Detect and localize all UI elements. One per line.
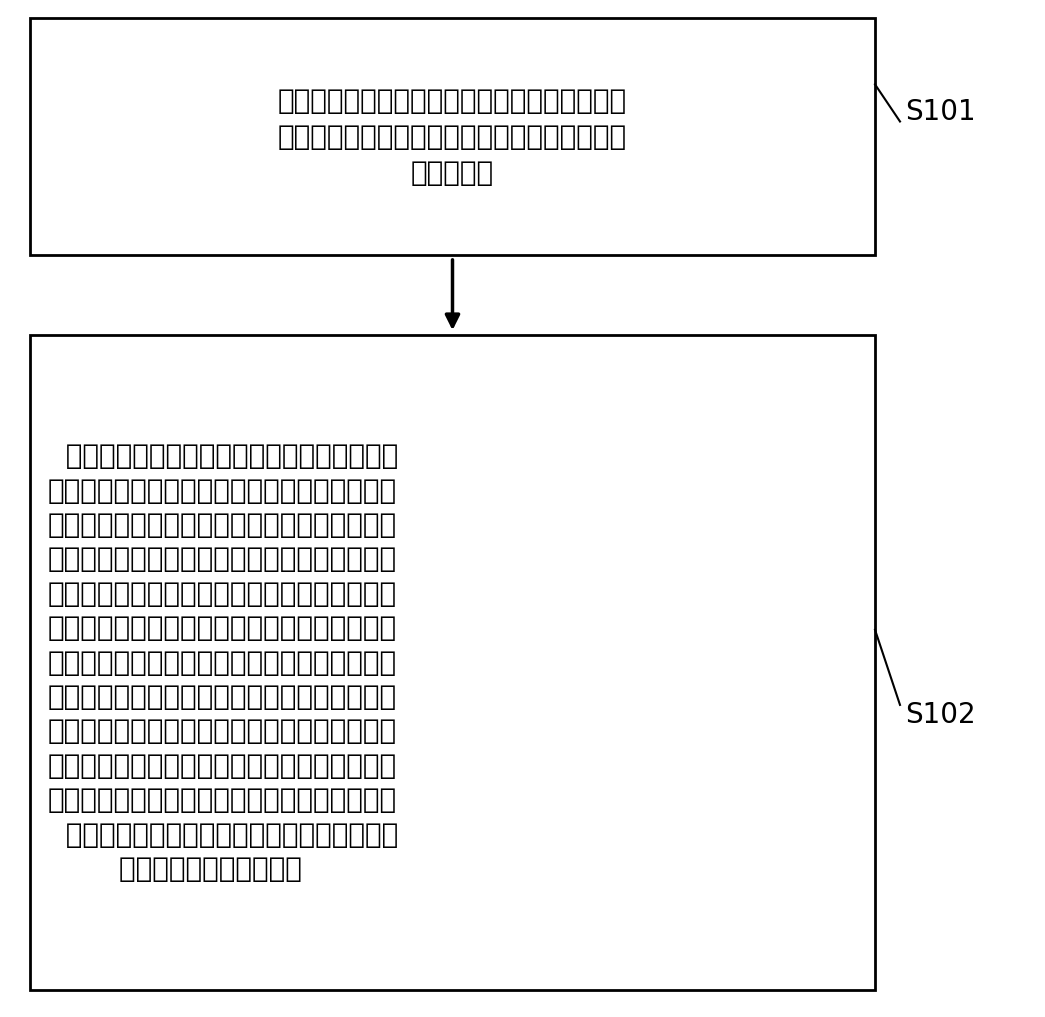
Text: 在第一控制芯片检测到有电池接入时，第一控: 在第一控制芯片检测到有电池接入时，第一控 bbox=[48, 442, 398, 470]
Text: 整，以满足终端供电要求: 整，以满足终端供电要求 bbox=[48, 855, 302, 883]
Bar bbox=[30, 18, 875, 255]
Text: S101: S101 bbox=[905, 98, 976, 125]
Text: 求；在第一控制芯片检测到没有电池接入时，第: 求；在第一控制芯片检测到没有电池接入时，第 bbox=[48, 752, 397, 780]
Text: S102: S102 bbox=[905, 701, 976, 729]
Text: 器值和若干第二寄存器值分别对电池的电力参数: 器值和若干第二寄存器值分别对电池的电力参数 bbox=[48, 682, 397, 711]
Text: 于初始第二寄存器值对终端的供电参数进行调: 于初始第二寄存器值对终端的供电参数进行调 bbox=[48, 821, 398, 848]
Text: 给所述第二控制芯片以覆盖所述若干初始第一寄: 给所述第二控制芯片以覆盖所述若干初始第一寄 bbox=[48, 545, 397, 574]
Text: 有电池接入: 有电池接入 bbox=[411, 159, 494, 186]
Bar bbox=[30, 335, 875, 990]
Text: 第一控制芯片输出若干初始第一寄存器值和若干: 第一控制芯片输出若干初始第一寄存器值和若干 bbox=[278, 86, 627, 115]
Text: 和终端的供电参数进行调整，以满足终端供电要: 和终端的供电参数进行调整，以满足终端供电要 bbox=[48, 717, 397, 745]
Text: 存器值；并使所述第二控制芯片根据电池的类型: 存器值；并使所述第二控制芯片根据电池的类型 bbox=[48, 580, 397, 608]
Text: 二控制芯片根据所述若干初始第一寄存器值和若: 二控制芯片根据所述若干初始第一寄存器值和若 bbox=[48, 786, 397, 814]
Text: 制芯片根据电池的类型确定若干第一寄存器值，: 制芯片根据电池的类型确定若干第一寄存器值， bbox=[48, 477, 397, 504]
Text: 寄存器值；第二控制芯片根据所述若干第一寄存: 寄存器值；第二控制芯片根据所述若干第一寄存 bbox=[48, 649, 397, 676]
Text: 并将所述若干第一寄存器输出第一寄存器值输出: 并将所述若干第一寄存器输出第一寄存器值输出 bbox=[48, 511, 397, 539]
Text: 初始第二寄存器值给第二控制芯片，并检测是否: 初始第二寄存器值给第二控制芯片，并检测是否 bbox=[278, 122, 627, 151]
Text: 确定若干第二寄存器值并覆盖所述若干初始第二: 确定若干第二寄存器值并覆盖所述若干初始第二 bbox=[48, 614, 397, 642]
